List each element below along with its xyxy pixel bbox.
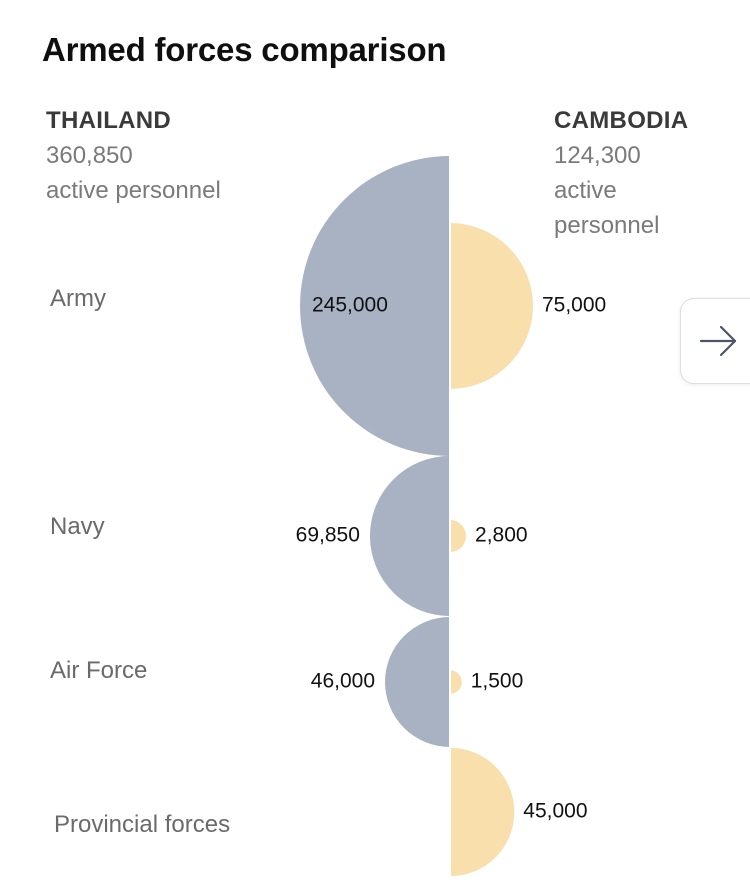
thailand-value-label-army: 245,000 xyxy=(312,294,388,317)
cambodia-value-label-army: 75,000 xyxy=(542,294,606,317)
cambodia-semicircle-navy xyxy=(450,519,467,553)
thailand-name: THAILAND xyxy=(46,107,172,134)
thailand-total: 360,850 xyxy=(46,142,133,169)
chart-title: Armed forces comparison xyxy=(42,31,447,68)
cambodia-total: 124,300 xyxy=(554,142,641,169)
next-button[interactable] xyxy=(680,298,750,384)
category-label-army: Army xyxy=(50,285,106,312)
cambodia-header: CAMBODIA 124,300 active personnel xyxy=(554,103,704,243)
cambodia-value-label-air-force: 1,500 xyxy=(471,670,524,693)
thailand-value-label-navy: 69,850 xyxy=(296,524,360,547)
thailand-value-label-air-force: 46,000 xyxy=(311,670,375,693)
category-label-provincial-forces: Provincial forces xyxy=(54,811,230,838)
thailand-semicircle-navy xyxy=(369,455,450,617)
arrow-right-icon xyxy=(699,325,737,357)
cambodia-name: CAMBODIA xyxy=(554,107,689,134)
thailand-semicircle-air-force xyxy=(385,617,450,747)
thailand-header: THAILAND 360,850 active personnel xyxy=(46,103,266,208)
cambodia-value-label-provincial-forces: 45,000 xyxy=(523,800,587,823)
category-label-navy: Navy xyxy=(50,513,105,540)
cambodia-unit-line-1: active xyxy=(554,177,617,204)
cambodia-value-label-navy: 2,800 xyxy=(475,524,528,547)
cambodia-semicircle-air-force xyxy=(450,670,462,694)
thailand-semicircle-army xyxy=(300,156,450,456)
thailand-unit-line: active personnel xyxy=(46,177,221,204)
category-label-air-force: Air Force xyxy=(50,657,147,684)
cambodia-unit-line-2: personnel xyxy=(554,212,660,239)
cambodia-semicircle-army xyxy=(450,223,533,389)
cambodia-semicircle-provincial-forces xyxy=(450,747,515,877)
